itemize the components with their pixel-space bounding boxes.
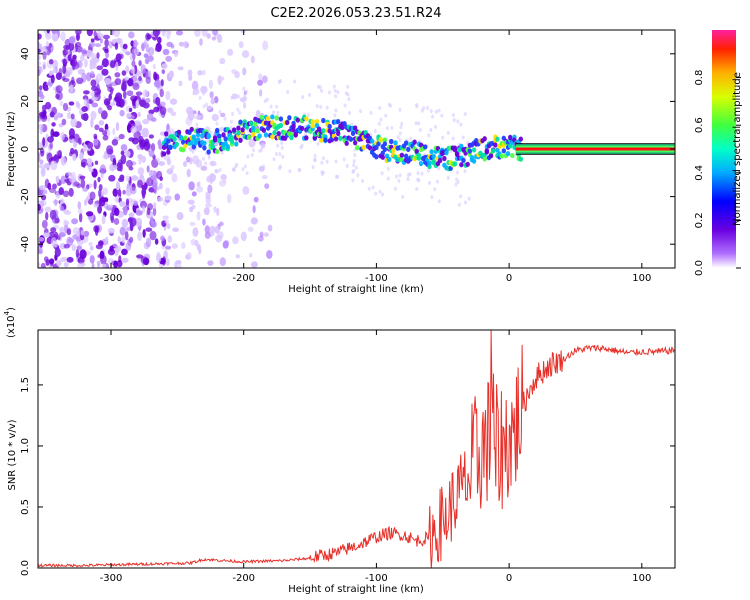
colorbar-label: Normalized spectral amplitude (732, 72, 743, 226)
colorbar-tick-label: 0.2 (694, 212, 705, 228)
colorbar-tick-label: 0.4 (694, 165, 705, 181)
x-tick-label: -100 (365, 273, 388, 284)
colorbar-tick-label: 0.6 (694, 117, 705, 133)
x-tick-label: -200 (232, 273, 255, 284)
x-tick-label: 0 (506, 573, 512, 584)
y-tick-label: -20 (20, 188, 31, 204)
x-tick-label: -300 (100, 573, 123, 584)
y-tick-label: 0.5 (20, 499, 31, 515)
y-tick-label: 20 (20, 95, 31, 108)
colorbar-gradient (712, 30, 736, 268)
y-tick-label: 0.0 (20, 560, 31, 576)
y-tick-label: 1.0 (20, 438, 31, 454)
svg-text:(x104): (x104) (3, 307, 17, 338)
x-tick-label: 100 (632, 273, 651, 284)
colorbar-tick-label: 0.0 (694, 260, 705, 276)
y-tick-label: 0 (20, 146, 31, 152)
figure-title: C2E2.2026.053.23.51.R24 (270, 6, 441, 21)
y-tick-label: 40 (20, 47, 31, 60)
snr-y-scale-base: (x10 (6, 315, 17, 338)
x-tick-label: -300 (100, 273, 123, 284)
colorbar-tick-label: 0.8 (694, 70, 705, 86)
snr-panel: -300 -200 -100 0 100 0.0 0.5 1.0 1.5 Height of … (3, 307, 676, 595)
spectrogram-x-ticks: -300 -200 -100 0 100 (100, 30, 651, 284)
y-tick-label: -40 (20, 236, 31, 252)
snr-x-label: Height of straight line (km) (288, 584, 424, 595)
spectrogram-y-label: Frequency (Hz) (6, 111, 17, 187)
x-tick-label: 0 (506, 273, 512, 284)
snr-y-scale: (x104) (3, 307, 17, 338)
x-tick-label: -100 (365, 573, 388, 584)
snr-y-ticks: 0.0 0.5 1.0 1.5 (20, 377, 675, 576)
spectrogram-x-label: Height of straight line (km) (288, 284, 424, 295)
snr-x-ticks: -300 -200 -100 0 100 (100, 330, 651, 584)
spectrogram-y-ticks: -40 -20 0 20 40 (20, 47, 675, 252)
colorbar: 0.0 0.2 0.4 0.6 0.8 Normalized spectral ampl… (694, 30, 743, 276)
y-tick-label: 1.5 (20, 377, 31, 393)
snr-y-scale-exponent: 4 (3, 310, 11, 315)
x-tick-label: 100 (632, 573, 651, 584)
x-tick-label: -200 (232, 573, 255, 584)
colorbar-ticks: 0.0 0.2 0.4 0.6 0.8 (694, 70, 741, 276)
snr-y-label: SNR (10 * v/v) (7, 419, 18, 490)
snr-frame (37, 329, 676, 569)
spectrogram-image (38, 30, 675, 268)
snr-series-line (38, 330, 675, 568)
